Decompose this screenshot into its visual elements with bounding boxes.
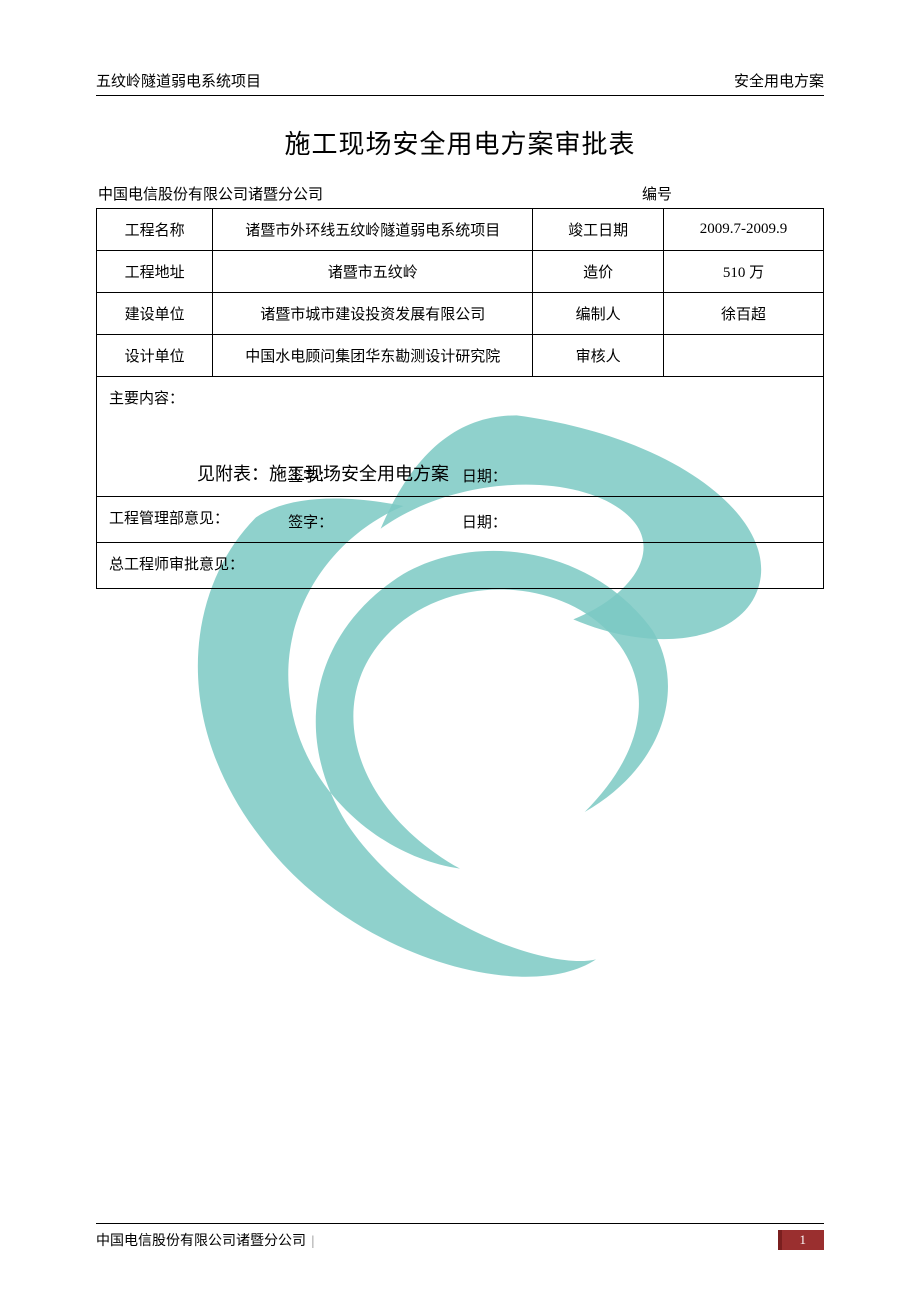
table-row: 工程名称 诸暨市外环线五纹岭隧道弱电系统项目 竣工日期 2009.7-2009.…	[97, 209, 824, 251]
cell-label: 编制人	[533, 293, 664, 335]
approval-form-table: 工程名称 诸暨市外环线五纹岭隧道弱电系统项目 竣工日期 2009.7-2009.…	[96, 208, 824, 589]
cell-value: 诸暨市城市建设投资发展有限公司	[213, 293, 533, 335]
chief-opinion-row: 总工程师审批意见： 签字： 日期：	[97, 543, 824, 589]
chief-opinion-label: 总工程师审批意见：	[109, 553, 811, 574]
chief-sign-label: 签字：	[288, 511, 458, 532]
cell-value: 诸暨市五纹岭	[213, 251, 533, 293]
serial-label: 编号	[642, 183, 822, 204]
cell-value: 徐百超	[664, 293, 824, 335]
cell-value: 中国水电顾问集团华东勘测设计研究院	[213, 335, 533, 377]
cell-label: 工程名称	[97, 209, 213, 251]
mgmt-sign-row: 签字： 日期：	[97, 465, 823, 486]
cell-value	[664, 335, 824, 377]
chief-sign-row: 签字： 日期：	[97, 511, 823, 532]
header-right: 安全用电方案	[734, 70, 824, 91]
cell-label: 审核人	[533, 335, 664, 377]
mgmt-date-label: 日期：	[462, 465, 632, 486]
cell-value: 510 万	[664, 251, 824, 293]
footer-company: 中国电信股份有限公司诸暨分公司	[96, 1234, 306, 1249]
table-row: 设计单位 中国水电顾问集团华东勘测设计研究院 审核人	[97, 335, 824, 377]
above-table-row: 中国电信股份有限公司诸暨分公司 编号	[96, 183, 824, 204]
cell-value: 2009.7-2009.9	[664, 209, 824, 251]
page-header: 五纹岭隧道弱电系统项目 安全用电方案	[96, 70, 824, 96]
cell-label: 竣工日期	[533, 209, 664, 251]
footer-left: 中国电信股份有限公司诸暨分公司 |	[96, 1230, 316, 1250]
page-footer: 中国电信股份有限公司诸暨分公司 | 1	[96, 1223, 824, 1250]
document-title: 施工现场安全用电方案审批表	[96, 124, 824, 161]
footer-divider: |	[312, 1234, 315, 1249]
cell-label: 工程地址	[97, 251, 213, 293]
chief-date-label: 日期：	[462, 511, 632, 532]
table-row: 建设单位 诸暨市城市建设投资发展有限公司 编制人 徐百超	[97, 293, 824, 335]
table-row: 工程地址 诸暨市五纹岭 造价 510 万	[97, 251, 824, 293]
cell-label: 设计单位	[97, 335, 213, 377]
page-number: 1	[800, 1232, 807, 1247]
company-name: 中国电信股份有限公司诸暨分公司	[98, 183, 642, 204]
page-number-box: 1	[778, 1230, 825, 1250]
header-left: 五纹岭隧道弱电系统项目	[96, 70, 261, 91]
main-content-label: 主要内容：	[109, 387, 811, 408]
cell-value: 诸暨市外环线五纹岭隧道弱电系统项目	[213, 209, 533, 251]
chief-opinion-cell: 总工程师审批意见： 签字： 日期：	[97, 543, 824, 589]
cell-label: 建设单位	[97, 293, 213, 335]
cell-label: 造价	[533, 251, 664, 293]
mgmt-sign-label: 签字：	[288, 465, 458, 486]
